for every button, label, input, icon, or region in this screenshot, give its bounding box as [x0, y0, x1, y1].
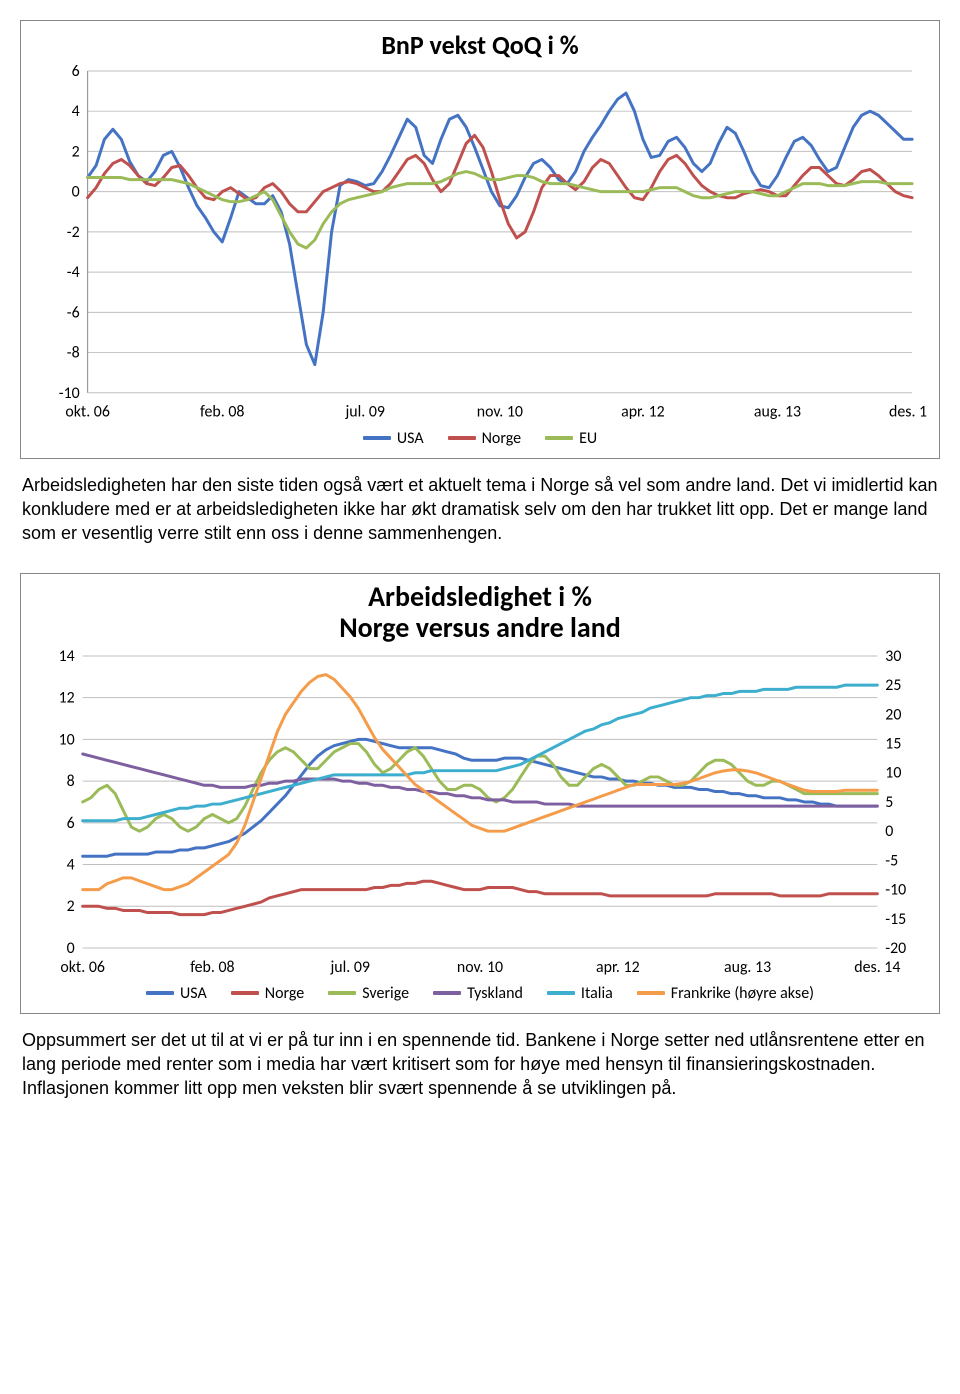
svg-text:-20: -20 — [885, 939, 906, 958]
svg-text:okt. 06: okt. 06 — [60, 958, 105, 977]
svg-text:4: 4 — [67, 856, 75, 875]
legend-swatch — [448, 436, 476, 440]
legend-label: USA — [180, 984, 207, 1003]
legend-swatch — [363, 436, 391, 440]
legend-label: Norge — [482, 429, 521, 448]
legend-label: Norge — [265, 984, 304, 1003]
chart2-title-line1: Arbeidsledighet i % — [368, 579, 592, 614]
legend-item: Norge — [448, 429, 521, 448]
legend-swatch — [545, 436, 573, 440]
paragraph-1: Arbeidsledigheten har den siste tiden og… — [22, 473, 938, 546]
svg-text:14: 14 — [59, 650, 75, 666]
svg-text:-5: -5 — [885, 851, 898, 870]
chart1-title: BnP vekst QoQ i % — [33, 29, 927, 61]
svg-text:feb. 08: feb. 08 — [200, 403, 244, 422]
svg-text:-8: -8 — [67, 344, 80, 363]
legend-item: USA — [363, 429, 424, 448]
legend-label: Sverige — [362, 984, 409, 1003]
svg-text:0: 0 — [885, 822, 893, 841]
svg-text:apr. 12: apr. 12 — [596, 958, 640, 977]
chart1-legend: USA Norge EU — [33, 423, 927, 450]
chart1-plot: -10 -8 -6 -4 -2 0 2 4 6 okt. 06 feb. 08 jul. 09 nov.… — [33, 65, 927, 423]
svg-text:15: 15 — [885, 735, 901, 754]
legend-item: Tyskland — [433, 984, 523, 1003]
svg-text:0: 0 — [72, 183, 80, 202]
svg-text:des. 14: des. 14 — [854, 958, 900, 977]
chart-arbeidsledighet: Arbeidsledighet i % Norge versus andre l… — [20, 573, 940, 1013]
svg-text:8: 8 — [67, 772, 75, 791]
svg-text:okt. 06: okt. 06 — [65, 403, 110, 422]
legend-item: Frankrike (høyre akse) — [637, 984, 814, 1003]
svg-text:-6: -6 — [67, 303, 80, 322]
svg-text:5: 5 — [885, 793, 893, 812]
chart2-title: Arbeidsledighet i % Norge versus andre l… — [33, 582, 927, 644]
svg-text:jul. 09: jul. 09 — [330, 958, 370, 977]
legend-label: USA — [397, 429, 424, 448]
legend-label: Frankrike (høyre akse) — [671, 984, 814, 1003]
svg-text:nov. 10: nov. 10 — [477, 403, 523, 422]
chart2-svg: 0 2 4 6 8 10 12 14 -20 -15 -10 -5 0 5 10 15 20 25 30 okt. 0… — [33, 650, 927, 978]
svg-text:0: 0 — [67, 939, 75, 958]
svg-text:6: 6 — [72, 65, 80, 81]
svg-text:aug. 13: aug. 13 — [724, 958, 771, 977]
legend-swatch — [231, 991, 259, 995]
svg-text:apr. 12: apr. 12 — [621, 403, 665, 422]
svg-text:2: 2 — [67, 897, 75, 916]
svg-text:-10: -10 — [59, 384, 80, 403]
legend-item: USA — [146, 984, 207, 1003]
legend-swatch — [547, 991, 575, 995]
legend-swatch — [637, 991, 665, 995]
svg-text:6: 6 — [67, 814, 75, 833]
legend-item: Sverige — [328, 984, 409, 1003]
svg-text:10: 10 — [885, 764, 901, 783]
svg-text:jul. 09: jul. 09 — [345, 403, 385, 422]
legend-swatch — [433, 991, 461, 995]
legend-item: Italia — [547, 984, 613, 1003]
chart1-svg: -10 -8 -6 -4 -2 0 2 4 6 okt. 06 feb. 08 jul. 09 nov.… — [33, 65, 927, 423]
legend-swatch — [328, 991, 356, 995]
svg-text:des. 14: des. 14 — [889, 403, 927, 422]
svg-text:-15: -15 — [885, 910, 906, 929]
svg-text:nov. 10: nov. 10 — [457, 958, 503, 977]
svg-text:20: 20 — [885, 705, 901, 724]
svg-text:30: 30 — [885, 650, 901, 666]
svg-text:2: 2 — [72, 142, 80, 161]
chart2-title-line2: Norge versus andre land — [339, 610, 621, 645]
svg-text:4: 4 — [72, 102, 80, 121]
legend-item: EU — [545, 429, 597, 448]
chart-bnp-vekst: BnP vekst QoQ i % -10 -8 -6 -4 -2 0 2 4 6 okt. 06… — [20, 20, 940, 459]
legend-label: Tyskland — [467, 984, 523, 1003]
chart2-plot: 0 2 4 6 8 10 12 14 -20 -15 -10 -5 0 5 10 15 20 25 30 okt. 0… — [33, 650, 927, 978]
legend-swatch — [146, 991, 174, 995]
legend-item: Norge — [231, 984, 304, 1003]
paragraph-2: Oppsummert ser det ut til at vi er på tu… — [22, 1028, 938, 1101]
legend-label: Italia — [581, 984, 613, 1003]
legend-label: EU — [579, 429, 597, 448]
svg-text:12: 12 — [59, 689, 75, 708]
svg-text:feb. 08: feb. 08 — [190, 958, 234, 977]
chart2-legend: USA Norge Sverige Tyskland Italia Frankrike (… — [33, 978, 927, 1005]
svg-text:-4: -4 — [67, 263, 80, 282]
svg-text:aug. 13: aug. 13 — [754, 403, 801, 422]
svg-text:25: 25 — [885, 676, 901, 695]
svg-text:-10: -10 — [885, 881, 906, 900]
svg-text:10: 10 — [59, 730, 75, 749]
svg-text:-2: -2 — [67, 223, 80, 242]
